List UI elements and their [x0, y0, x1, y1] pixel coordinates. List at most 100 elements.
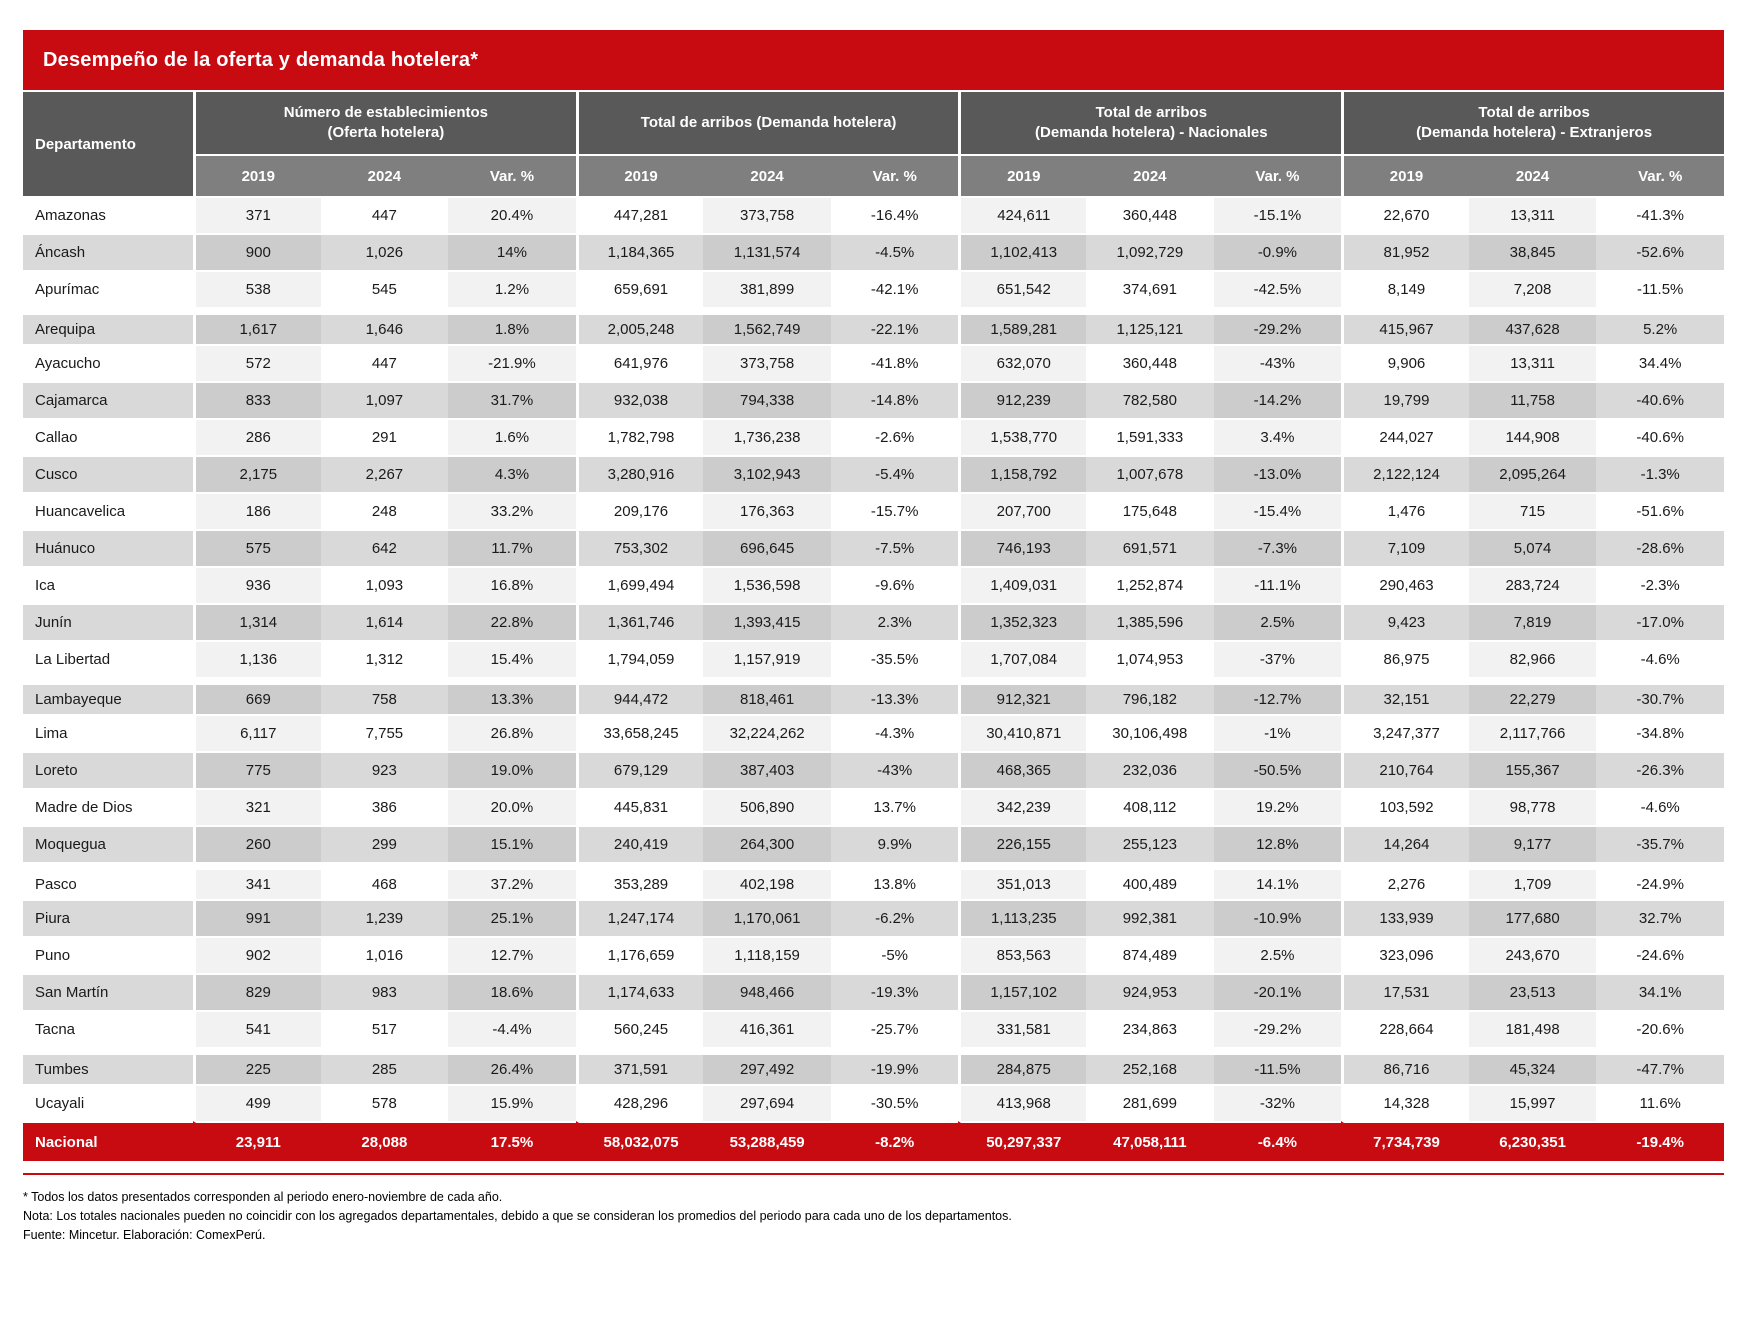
- value-cell: 445,831: [575, 788, 704, 825]
- red-divider: [23, 1173, 1724, 1175]
- value-cell: 538: [193, 270, 321, 307]
- table-row-hu-nuco: Huánuco 575 642 11.7% 753,302 696,645 -7.5% 746…: [23, 529, 1724, 566]
- value-cell: 1,102,413: [958, 233, 1087, 270]
- value-cell: -30.7%: [1596, 677, 1724, 714]
- value-cell: 7,819: [1468, 603, 1597, 640]
- table-row-puno: Puno 902 1,016 12.7% 1,176,659 1,118,159 -5% 85…: [23, 936, 1724, 973]
- value-cell: 9,906: [1341, 344, 1469, 381]
- value-cell: 22,279: [1468, 677, 1597, 714]
- value-cell: 447: [320, 196, 449, 233]
- value-cell: 782,580: [1086, 381, 1214, 418]
- value-cell: 992,381: [1086, 899, 1214, 936]
- value-cell: 34.1%: [1596, 973, 1724, 1010]
- value-cell: 371: [193, 196, 321, 233]
- value-cell: -4.3%: [830, 714, 959, 751]
- value-cell: 874,489: [1086, 936, 1214, 973]
- value-cell: -19.3%: [830, 973, 959, 1010]
- value-cell: -43%: [830, 751, 959, 788]
- value-cell: 12.7%: [448, 936, 576, 973]
- value-cell: -13.0%: [1213, 455, 1342, 492]
- value-cell: 1,007,678: [1086, 455, 1214, 492]
- value-cell: -26.3%: [1596, 751, 1724, 788]
- value-cell: -4.6%: [1596, 788, 1724, 825]
- value-cell: -22.1%: [830, 307, 959, 344]
- hotel-performance-table: Departamento Número de establecimientos …: [23, 92, 1724, 1161]
- value-cell: 1,113,235: [958, 899, 1087, 936]
- value-cell: 833: [193, 381, 321, 418]
- department-cell: San Martín: [23, 973, 193, 1010]
- value-cell: 81,952: [1341, 233, 1469, 270]
- table-row-cajamarca: Cajamarca 833 1,097 31.7% 932,038 794,338 -14.…: [23, 381, 1724, 418]
- value-cell: 243,670: [1468, 936, 1597, 973]
- department-cell: Puno: [23, 936, 193, 973]
- value-cell: 1.6%: [448, 418, 576, 455]
- value-cell: 226,155: [958, 825, 1087, 862]
- value-cell: 1,476: [1341, 492, 1469, 529]
- value-cell: 912,239: [958, 381, 1087, 418]
- value-cell: 932,038: [575, 381, 704, 418]
- table-row-madre-de-dios: Madre de Dios 321 386 20.0% 445,831 506,890 13…: [23, 788, 1724, 825]
- department-cell: Piura: [23, 899, 193, 936]
- value-cell: 408,112: [1086, 788, 1214, 825]
- department-cell: Amazonas: [23, 196, 193, 233]
- value-cell: 499: [193, 1084, 321, 1121]
- value-cell: 381,899: [703, 270, 831, 307]
- value-cell: -30.5%: [830, 1084, 959, 1121]
- value-cell: 1,118,159: [703, 936, 831, 973]
- column-group-header-oferta: Número de establecimientos (Oferta hotel…: [193, 92, 576, 156]
- value-cell: 1,361,746: [575, 603, 704, 640]
- value-cell: -16.4%: [830, 196, 959, 233]
- department-cell: Tacna: [23, 1010, 193, 1047]
- value-cell: 948,466: [703, 973, 831, 1010]
- value-cell: 281,699: [1086, 1084, 1214, 1121]
- value-cell: 22.8%: [448, 603, 576, 640]
- value-cell: 374,691: [1086, 270, 1214, 307]
- value-cell: -34.8%: [1596, 714, 1724, 751]
- value-cell: 545: [320, 270, 449, 307]
- value-cell: -2.3%: [1596, 566, 1724, 603]
- table-row-tacna: Tacna 541 517 -4.4% 560,245 416,361 -25.7% 331,…: [23, 1010, 1724, 1047]
- value-cell: 15.4%: [448, 640, 576, 677]
- value-cell: 244,027: [1341, 418, 1469, 455]
- value-cell: 13.8%: [830, 862, 959, 899]
- value-cell: 13,311: [1468, 196, 1597, 233]
- year-column-header: 2024: [703, 156, 831, 196]
- value-cell: 50,297,337: [958, 1121, 1087, 1161]
- value-cell: 103,592: [1341, 788, 1469, 825]
- value-cell: 1,617: [193, 307, 321, 344]
- department-cell: Pasco: [23, 862, 193, 899]
- value-cell: 415,967: [1341, 307, 1469, 344]
- value-cell: 30,106,498: [1086, 714, 1214, 751]
- value-cell: 17.5%: [448, 1121, 576, 1161]
- value-cell: 923: [320, 751, 449, 788]
- footnotes: * Todos los datos presentados correspond…: [23, 1188, 1724, 1244]
- value-cell: 3,247,377: [1341, 714, 1469, 751]
- value-cell: -35.5%: [830, 640, 959, 677]
- department-cell: Ayacucho: [23, 344, 193, 381]
- value-cell: -14.8%: [830, 381, 959, 418]
- table-row--ncash: Áncash 900 1,026 14% 1,184,365 1,131,574 -4.5%…: [23, 233, 1724, 270]
- value-cell: 321: [193, 788, 321, 825]
- value-cell: 11,758: [1468, 381, 1597, 418]
- value-cell: 413,968: [958, 1084, 1087, 1121]
- value-cell: 1,174,633: [575, 973, 704, 1010]
- value-cell: 2.5%: [1213, 603, 1342, 640]
- value-cell: 659,691: [575, 270, 704, 307]
- value-cell: 209,176: [575, 492, 704, 529]
- value-cell: 428,296: [575, 1084, 704, 1121]
- var-column-header: Var. %: [830, 156, 959, 196]
- value-cell: 2,095,264: [1468, 455, 1597, 492]
- value-cell: 331,581: [958, 1010, 1087, 1047]
- value-cell: 1,591,333: [1086, 418, 1214, 455]
- value-cell: 11.6%: [1596, 1084, 1724, 1121]
- table-row-amazonas: Amazonas 371 447 20.4% 447,281 373,758 -16.4% 4…: [23, 196, 1724, 233]
- value-cell: -14.2%: [1213, 381, 1342, 418]
- department-cell: Arequipa: [23, 307, 193, 344]
- value-cell: -4.6%: [1596, 640, 1724, 677]
- value-cell: 753,302: [575, 529, 704, 566]
- value-cell: 2,175: [193, 455, 321, 492]
- value-cell: 796,182: [1086, 677, 1214, 714]
- department-cell: Lambayeque: [23, 677, 193, 714]
- value-cell: -4.5%: [830, 233, 959, 270]
- table-row-jun-n: Junín 1,314 1,614 22.8% 1,361,746 1,393,415 2.…: [23, 603, 1724, 640]
